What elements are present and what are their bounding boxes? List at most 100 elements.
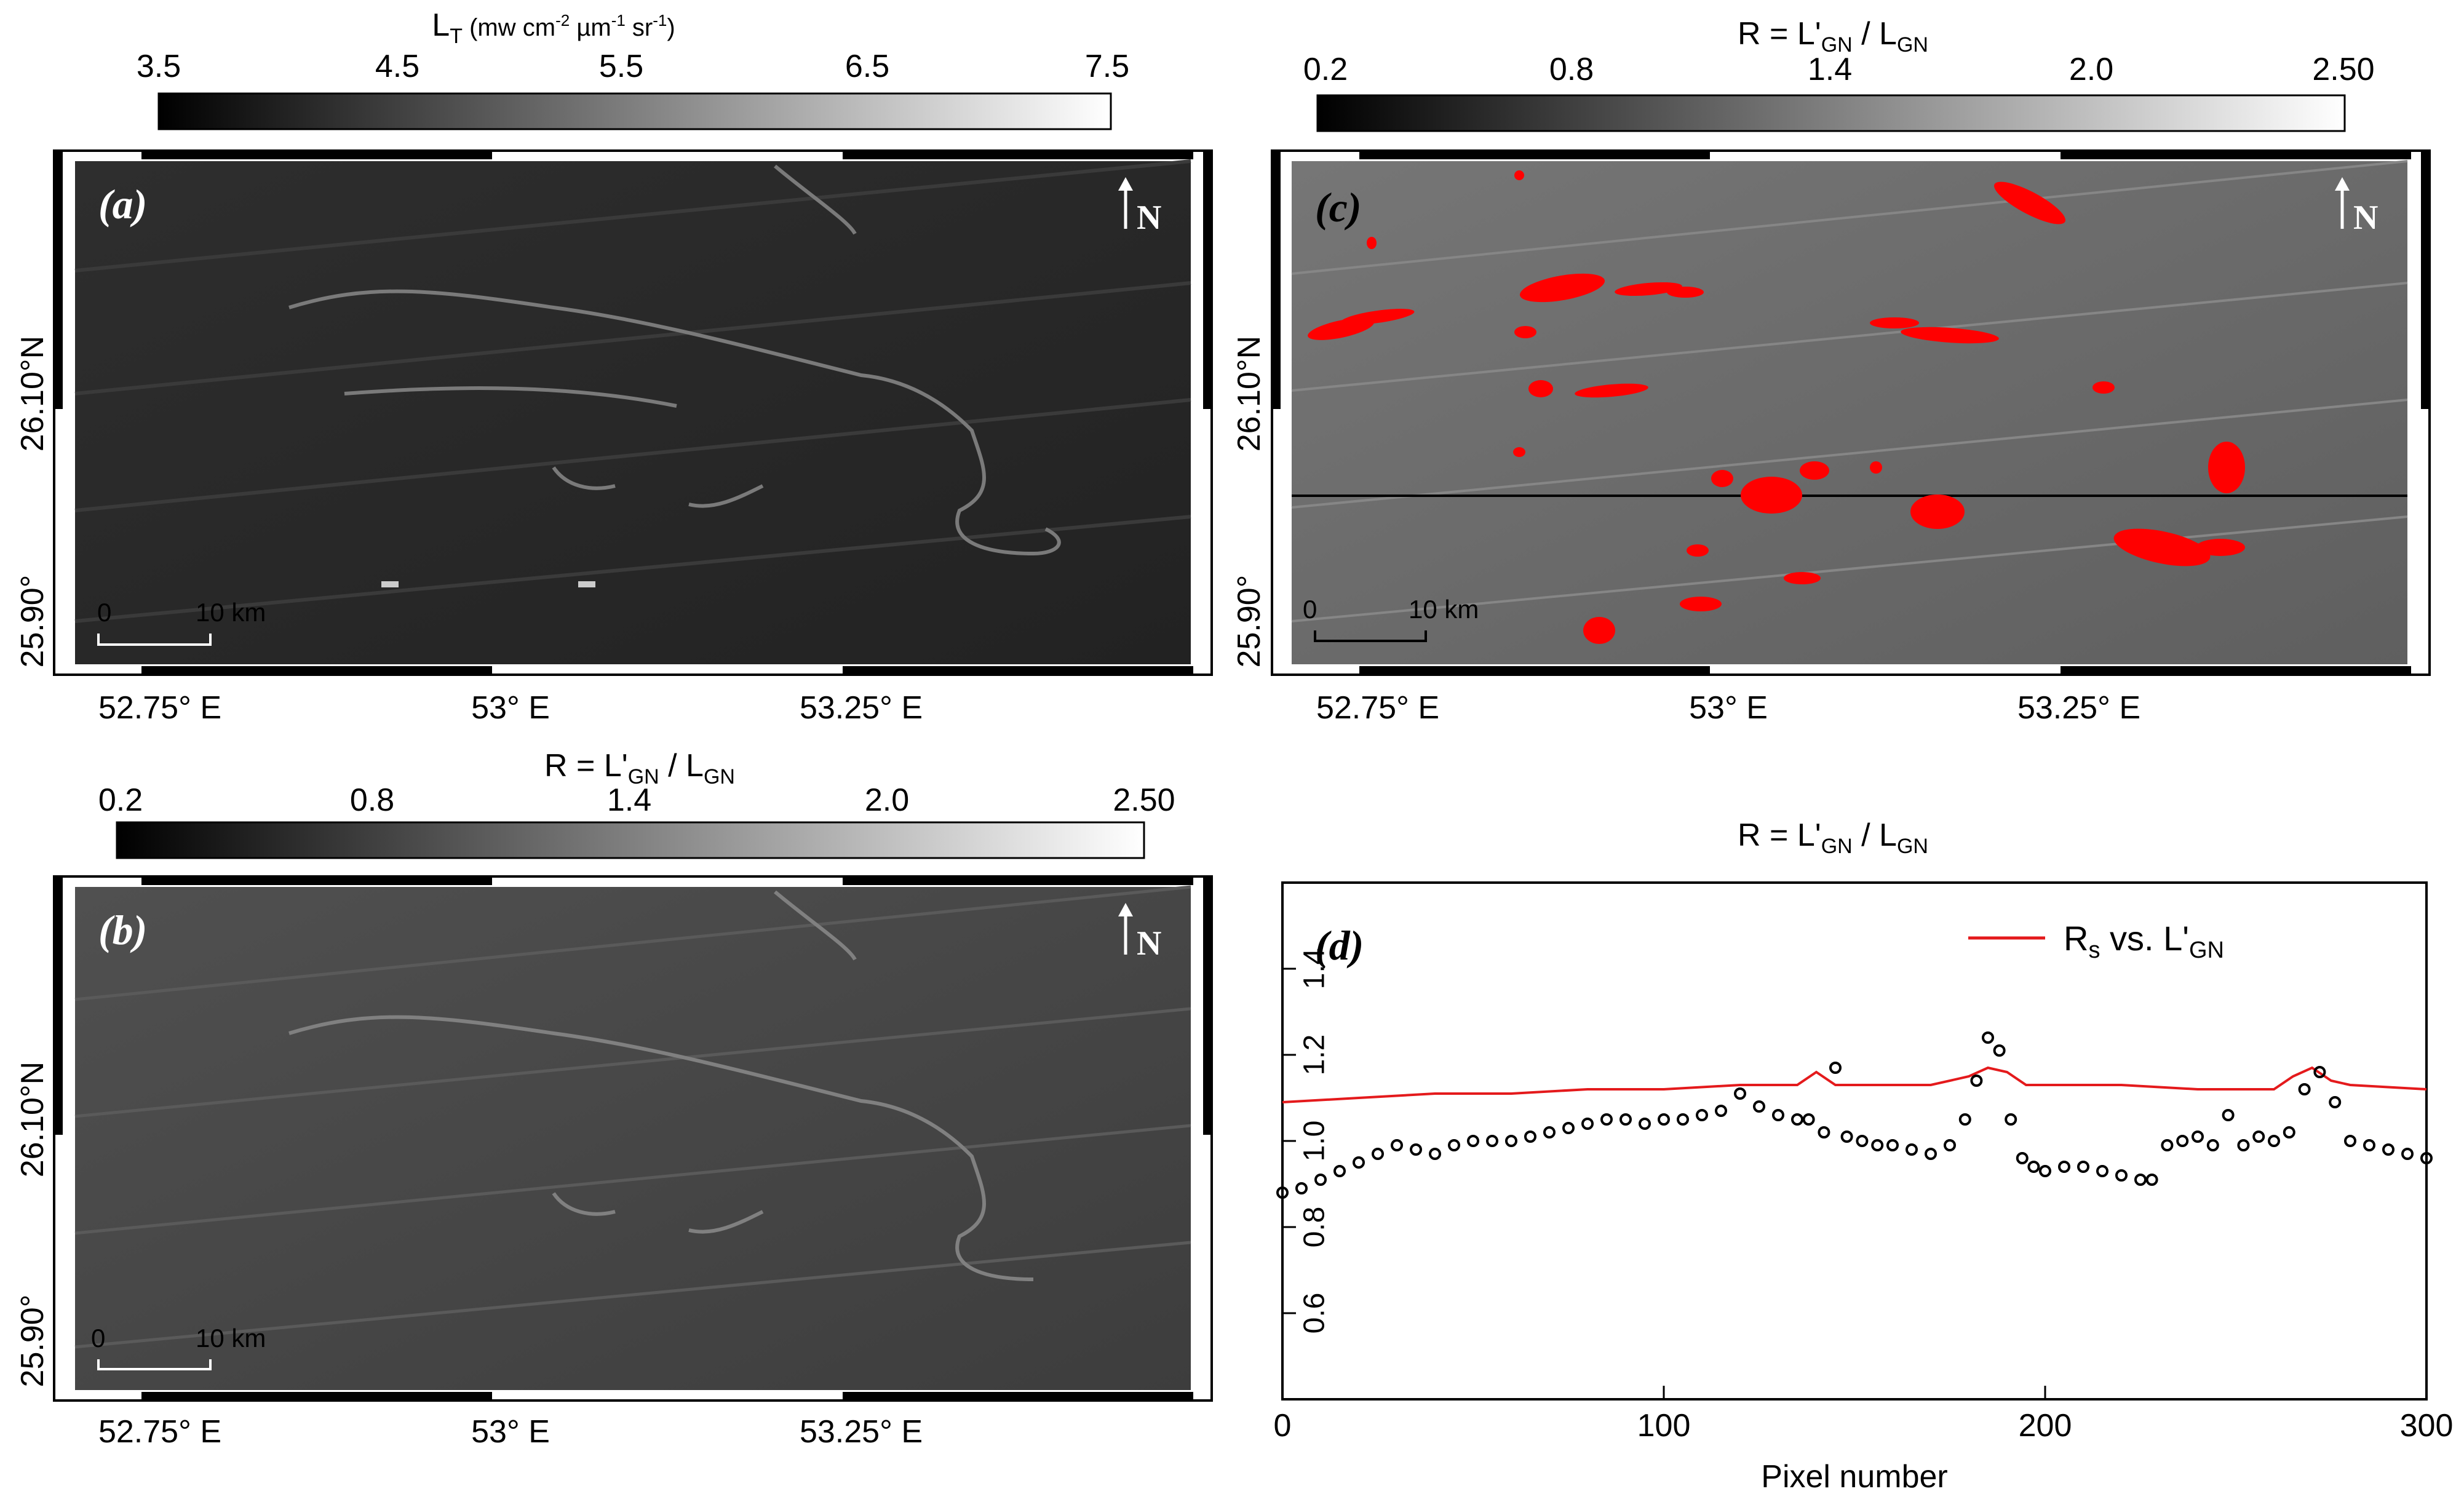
- lat-tick: 26.10°N: [15, 336, 50, 451]
- profile-point: [2344, 1135, 2356, 1147]
- lat-tick: 25.90°: [15, 575, 50, 668]
- scale-bar-b: 0 10 km: [91, 1324, 266, 1370]
- colorbar-tick: 2.0: [865, 782, 909, 818]
- colorbar-a: [157, 92, 1112, 130]
- profile-point: [2222, 1109, 2235, 1121]
- lon-ticks-b: 52.75° E 53° E 53.25° E: [98, 1414, 923, 1450]
- profile-point: [1429, 1148, 1441, 1160]
- lon-tick: 52.75° E: [98, 690, 221, 726]
- north-arrow-a: N: [1118, 177, 1161, 237]
- frame-bar: [1272, 151, 1281, 409]
- frame-bar: [1203, 876, 1212, 1135]
- y-tick-label: 1.4: [1298, 948, 1331, 990]
- profile-point: [1295, 1182, 1308, 1194]
- scale-start: 0: [1303, 595, 1317, 624]
- x-tick-label: 100: [1637, 1408, 1691, 1444]
- frame-bar: [843, 666, 1193, 675]
- profile-point: [2313, 1066, 2326, 1078]
- legend-label: Rs vs. L'GN: [2064, 919, 2224, 963]
- profile-point: [1871, 1139, 1884, 1151]
- colorbar-title-b: R = L'GN / LGN: [544, 748, 735, 789]
- oil-slick-detections: [1308, 170, 2245, 644]
- profile-point: [1970, 1075, 1983, 1087]
- north-arrow-b: N: [1118, 903, 1161, 963]
- lon-ticks-c: 52.75° E 53° E 53.25° E: [1316, 690, 2140, 726]
- profile-point: [1600, 1113, 1613, 1126]
- colorbar-tick: 2.0: [2069, 52, 2113, 87]
- profile-point: [2252, 1130, 2265, 1143]
- profile-point: [2027, 1161, 2040, 1173]
- profile-point: [1543, 1126, 1556, 1138]
- colorbar-tick: 0.2: [1303, 52, 1348, 87]
- lat-tick: 25.90°: [15, 1295, 50, 1388]
- bright-spot: [381, 581, 399, 587]
- lon-tick: 53.25° E: [800, 1414, 923, 1450]
- panel-label-c: (c): [1315, 184, 1361, 231]
- colorbar-tick: 0.8: [350, 782, 394, 818]
- frame-bar: [843, 1392, 1193, 1401]
- scale-start: 0: [97, 598, 111, 627]
- profile-point: [1677, 1113, 1689, 1126]
- colorbar-ticks-c: 0.2 0.8 1.4 2.0 2.50: [1303, 52, 2375, 87]
- profile-point: [2283, 1126, 2295, 1138]
- profile-point: [2134, 1174, 2147, 1186]
- north-label-c: N: [2353, 199, 2378, 237]
- scale-end: 10 km: [196, 598, 266, 627]
- colorbar-b: [116, 821, 1145, 859]
- profile-point: [1639, 1118, 1651, 1130]
- profile-point: [2363, 1139, 2375, 1151]
- colorbar-tick: 1.4: [607, 782, 651, 818]
- river-network-b: [288, 890, 1034, 1281]
- x-tick-label: 200: [2019, 1408, 2072, 1444]
- north-label-b: N: [1137, 924, 1161, 963]
- scale-end: 10 km: [1409, 595, 1479, 624]
- scale-bar-a: 0 10 km: [97, 598, 266, 646]
- profile-point: [2420, 1152, 2433, 1164]
- lon-tick: 53° E: [471, 1414, 550, 1450]
- bright-spot: [578, 581, 595, 587]
- profile-point: [1276, 1186, 1289, 1199]
- lon-tick: 53.25° E: [2017, 690, 2140, 726]
- colorbar-ticks-a: 3.5 4.5 5.5 6.5 7.5: [137, 49, 1129, 84]
- x-tick-label: 300: [2400, 1408, 2454, 1444]
- scale-start: 0: [91, 1324, 105, 1353]
- swath-edges-b: [74, 885, 1191, 1349]
- profile-point: [1906, 1143, 1918, 1156]
- profile-point: [1410, 1143, 1422, 1156]
- colorbar-tick: 0.8: [1549, 52, 1594, 87]
- frame-bar: [141, 1392, 492, 1401]
- colorbar-tick: 5.5: [599, 49, 643, 84]
- chart-title-d: R = L'GN / LGN: [1738, 817, 1928, 858]
- colorbar-tick: 3.5: [137, 49, 181, 84]
- profile-point: [1619, 1113, 1632, 1126]
- profile-point: [2145, 1174, 2158, 1186]
- frame-bar: [141, 876, 492, 885]
- profile-point: [1715, 1105, 1727, 1117]
- profile-point: [1886, 1139, 1899, 1151]
- profile-point: [1353, 1156, 1365, 1169]
- profile-point: [1524, 1130, 1536, 1143]
- colorbar-tick: 7.5: [1085, 49, 1129, 84]
- lon-tick: 52.75° E: [1316, 690, 1439, 726]
- profile-point: [1314, 1174, 1327, 1186]
- panel-a: LT (mw cm-2 µm-1 sr-1) 3.5 4.5 5.5 6.5 7…: [15, 7, 1213, 726]
- frame-bar: [54, 151, 63, 409]
- colorbar-tick: 1.4: [1808, 52, 1852, 87]
- frame-bar: [843, 151, 1193, 159]
- panel-d: R = L'GN / LGN 0 100 200 300 0.6 0.8 1.0 1.2 1.…: [1274, 817, 2454, 1494]
- frame-bar: [1203, 151, 1212, 409]
- colorbar-tick: 2.50: [2312, 52, 2374, 87]
- profile-point: [2058, 1161, 2070, 1173]
- profile-point: [1562, 1122, 1575, 1134]
- north-label-a: N: [1137, 199, 1161, 237]
- x-axis: 0 100 200 300: [1274, 1386, 2454, 1444]
- x-tick-label: 0: [1274, 1408, 1292, 1444]
- lon-tick: 52.75° E: [98, 1414, 221, 1450]
- colorbar-ticks-b: 0.2 0.8 1.4 2.0 2.50: [98, 782, 1175, 818]
- profile-point: [2192, 1130, 2204, 1143]
- profile-point: [1818, 1126, 1830, 1138]
- profile-point: [2206, 1139, 2219, 1151]
- x-axis-label: Pixel number: [1761, 1459, 1947, 1494]
- profile-point: [1696, 1109, 1708, 1121]
